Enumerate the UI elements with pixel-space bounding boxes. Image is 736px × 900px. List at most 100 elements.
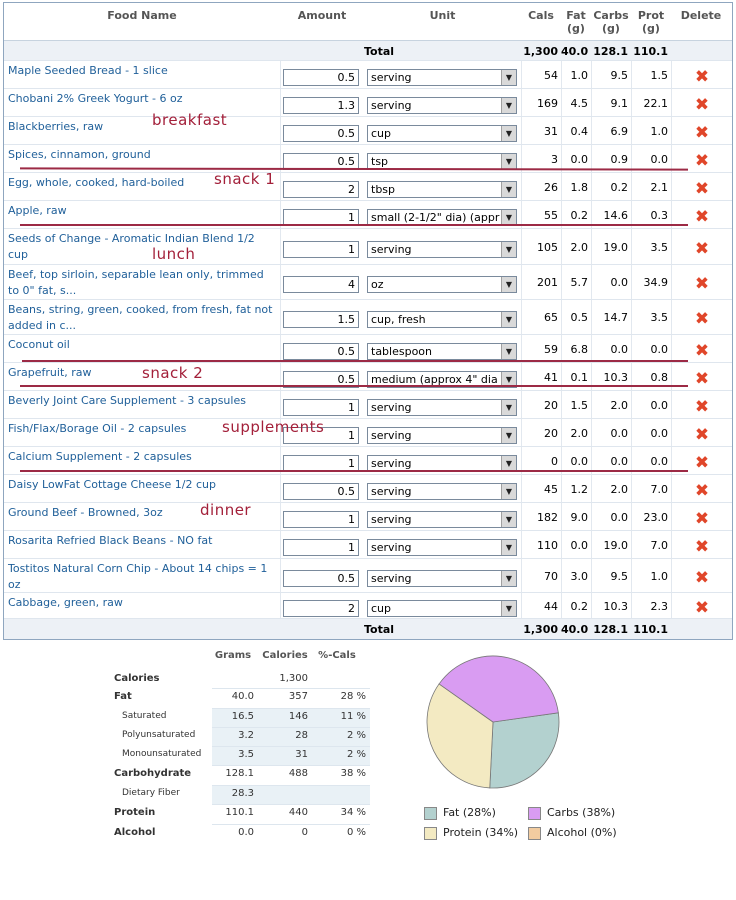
amount-input[interactable] xyxy=(283,276,359,293)
unit-select[interactable]: cup, fresh ▼ xyxy=(367,311,517,328)
unit-select[interactable]: cup ▼ xyxy=(367,600,517,617)
amount-input[interactable] xyxy=(283,343,359,360)
delete-icon[interactable]: ✖ xyxy=(694,309,710,329)
chevron-down-icon[interactable]: ▼ xyxy=(501,571,516,586)
delete-icon[interactable]: ✖ xyxy=(694,481,710,501)
delete-icon[interactable]: ✖ xyxy=(694,598,710,618)
amount-input[interactable] xyxy=(283,455,359,472)
chevron-down-icon[interactable]: ▼ xyxy=(501,154,516,169)
chevron-down-icon[interactable]: ▼ xyxy=(501,70,516,85)
unit-select[interactable]: serving ▼ xyxy=(367,427,517,444)
food-name-link[interactable]: Beef, top sirloin, separable lean only, … xyxy=(8,268,264,297)
food-name-link[interactable]: Maple Seeded Bread - 1 slice xyxy=(8,64,168,77)
food-name-link[interactable]: Daisy LowFat Cottage Cheese 1/2 cup xyxy=(8,478,216,491)
food-name-link[interactable]: Beans, string, green, cooked, from fresh… xyxy=(8,303,273,332)
chevron-down-icon[interactable]: ▼ xyxy=(501,372,516,387)
amount-input[interactable] xyxy=(283,97,359,114)
amount-input[interactable] xyxy=(283,69,359,86)
chevron-down-icon[interactable]: ▼ xyxy=(501,312,516,327)
delete-icon[interactable]: ✖ xyxy=(694,207,710,227)
delete-icon[interactable]: ✖ xyxy=(694,397,710,417)
column-divider xyxy=(591,229,592,264)
food-name-link[interactable]: Beverly Joint Care Supplement - 3 capsul… xyxy=(8,394,246,407)
unit-select[interactable]: serving ▼ xyxy=(367,539,517,556)
unit-select[interactable]: serving ▼ xyxy=(367,399,517,416)
chevron-down-icon[interactable]: ▼ xyxy=(501,512,516,527)
delete-icon[interactable]: ✖ xyxy=(694,95,710,115)
amount-input[interactable] xyxy=(283,511,359,528)
chevron-down-icon[interactable]: ▼ xyxy=(501,126,516,141)
column-divider xyxy=(521,559,522,592)
food-name-link[interactable]: Calcium Supplement - 2 capsules xyxy=(8,450,192,463)
chevron-down-icon[interactable]: ▼ xyxy=(501,400,516,415)
column-divider xyxy=(631,363,632,390)
food-name-link[interactable]: Egg, whole, cooked, hard-boiled xyxy=(8,176,185,189)
unit-select[interactable]: oz ▼ xyxy=(367,276,517,293)
carbs-value: 10.3 xyxy=(603,371,629,384)
delete-icon[interactable]: ✖ xyxy=(694,341,710,361)
chevron-down-icon[interactable]: ▼ xyxy=(501,277,516,292)
delete-icon[interactable]: ✖ xyxy=(694,568,710,588)
chevron-down-icon[interactable]: ▼ xyxy=(501,601,516,616)
food-name-link[interactable]: Apple, raw xyxy=(8,204,67,217)
delete-icon[interactable]: ✖ xyxy=(694,179,710,199)
delete-icon[interactable]: ✖ xyxy=(694,509,710,529)
chevron-down-icon[interactable]: ▼ xyxy=(501,484,516,499)
delete-icon[interactable]: ✖ xyxy=(694,151,710,171)
food-name-link[interactable]: Spices, cinnamon, ground xyxy=(8,148,151,161)
food-name-link[interactable]: Tostitos Natural Corn Chip - About 14 ch… xyxy=(8,562,268,591)
delete-icon[interactable]: ✖ xyxy=(694,274,710,294)
unit-select[interactable]: serving ▼ xyxy=(367,69,517,86)
amount-input[interactable] xyxy=(283,399,359,416)
chevron-down-icon[interactable]: ▼ xyxy=(501,428,516,443)
amount-input[interactable] xyxy=(283,241,359,258)
food-name-link[interactable]: Seeds of Change - Aromatic Indian Blend … xyxy=(8,232,255,261)
unit-select[interactable]: serving ▼ xyxy=(367,97,517,114)
unit-select[interactable]: serving ▼ xyxy=(367,483,517,500)
amount-input[interactable] xyxy=(283,371,359,388)
chevron-down-icon[interactable]: ▼ xyxy=(501,344,516,359)
nutrient-grams: 0.0 xyxy=(238,827,254,838)
food-name-link[interactable]: Ground Beef - Browned, 3oz xyxy=(8,506,163,519)
chevron-down-icon[interactable]: ▼ xyxy=(501,98,516,113)
amount-input[interactable] xyxy=(283,539,359,556)
unit-select[interactable]: tablespoon ▼ xyxy=(367,343,517,360)
delete-icon[interactable]: ✖ xyxy=(694,239,710,259)
food-name-link[interactable]: Chobani 2% Greek Yogurt - 6 oz xyxy=(8,92,183,105)
amount-input[interactable] xyxy=(283,427,359,444)
chevron-down-icon[interactable]: ▼ xyxy=(501,182,516,197)
amount-input[interactable] xyxy=(283,311,359,328)
delete-icon[interactable]: ✖ xyxy=(694,425,710,445)
chevron-down-icon[interactable]: ▼ xyxy=(501,456,516,471)
macro-pie-chart xyxy=(426,655,560,789)
delete-icon[interactable]: ✖ xyxy=(694,123,710,143)
unit-select[interactable]: small (2-1/2" dia) (appr ▼ xyxy=(367,209,517,226)
amount-input[interactable] xyxy=(283,570,359,587)
unit-select[interactable]: serving ▼ xyxy=(367,570,517,587)
column-divider xyxy=(280,265,281,299)
unit-select[interactable]: tbsp ▼ xyxy=(367,181,517,198)
unit-select[interactable]: cup ▼ xyxy=(367,125,517,142)
food-name-link[interactable]: Grapefruit, raw xyxy=(8,366,92,379)
unit-select[interactable]: serving ▼ xyxy=(367,241,517,258)
food-name-link[interactable]: Rosarita Refried Black Beans - NO fat xyxy=(8,534,213,547)
delete-icon[interactable]: ✖ xyxy=(694,369,710,389)
food-name-link[interactable]: Cabbage, green, raw xyxy=(8,596,123,609)
amount-input[interactable] xyxy=(283,153,359,170)
unit-select[interactable]: medium (approx 4" dia ▼ xyxy=(367,371,517,388)
food-name-link[interactable]: Coconut oil xyxy=(8,338,70,351)
amount-input[interactable] xyxy=(283,181,359,198)
food-name-link[interactable]: Fish/Flax/Borage Oil - 2 capsules xyxy=(8,422,187,435)
amount-input[interactable] xyxy=(283,125,359,142)
chevron-down-icon[interactable]: ▼ xyxy=(501,242,516,257)
unit-select[interactable]: serving ▼ xyxy=(367,511,517,528)
column-divider xyxy=(280,447,281,474)
chevron-down-icon[interactable]: ▼ xyxy=(501,210,516,225)
delete-icon[interactable]: ✖ xyxy=(694,453,710,473)
amount-input[interactable] xyxy=(283,483,359,500)
delete-icon[interactable]: ✖ xyxy=(694,537,710,557)
food-name-link[interactable]: Blackberries, raw xyxy=(8,120,104,133)
amount-input[interactable] xyxy=(283,600,359,617)
chevron-down-icon[interactable]: ▼ xyxy=(501,540,516,555)
delete-icon[interactable]: ✖ xyxy=(694,67,710,87)
